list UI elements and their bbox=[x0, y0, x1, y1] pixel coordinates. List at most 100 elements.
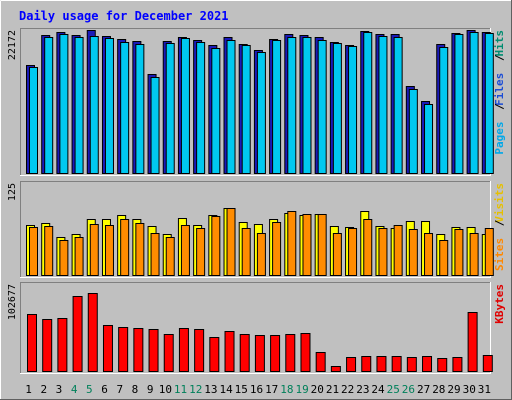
bar-sites-day-27 bbox=[424, 233, 434, 276]
panel-max-label: 125 bbox=[7, 183, 18, 201]
bar-sites-day-28 bbox=[439, 240, 449, 276]
bar-kbytes-day-15 bbox=[239, 334, 250, 372]
bar-files-day-9 bbox=[150, 77, 160, 174]
legend-separator: / bbox=[493, 103, 506, 110]
x-tick-label-day-14: 14 bbox=[219, 383, 233, 396]
legend-label-pages: Pages bbox=[493, 122, 506, 155]
bar-sites-day-8 bbox=[135, 223, 145, 276]
bar-files-day-11 bbox=[180, 38, 190, 174]
bar-sites-day-2 bbox=[44, 226, 54, 276]
bar-kbytes-day-3 bbox=[57, 318, 68, 372]
bar-sites-day-4 bbox=[74, 237, 84, 276]
bar-files-day-28 bbox=[439, 47, 449, 174]
x-tick-label-day-26: 26 bbox=[402, 383, 415, 396]
x-tick-label-day-11: 11 bbox=[174, 383, 187, 396]
bar-sites-day-13 bbox=[211, 216, 221, 276]
bar-sites-day-17 bbox=[272, 222, 282, 276]
bar-kbytes-day-29 bbox=[452, 357, 463, 372]
bar-sites-day-14 bbox=[226, 208, 236, 276]
bar-kbytes-day-1 bbox=[27, 314, 37, 372]
x-tick-label-day-22: 22 bbox=[341, 383, 354, 396]
legend-label-sites: Sites bbox=[493, 238, 506, 271]
bar-files-day-24 bbox=[378, 36, 388, 174]
bar-files-day-15 bbox=[241, 45, 251, 174]
panel-hits: 22172 Hits / Files / Pages bbox=[7, 28, 506, 176]
x-tick-label-day-17: 17 bbox=[265, 383, 278, 396]
bar-kbytes-day-9 bbox=[148, 329, 159, 372]
bar-files-day-8 bbox=[135, 44, 145, 174]
bar-files-day-18 bbox=[287, 37, 297, 174]
bar-files-day-25 bbox=[393, 37, 403, 174]
bar-kbytes-day-17 bbox=[270, 335, 281, 372]
bar-sites-day-24 bbox=[378, 228, 388, 276]
bar-files-day-5 bbox=[89, 36, 99, 174]
bar-files-day-29 bbox=[454, 34, 464, 174]
x-tick-label-day-20: 20 bbox=[311, 383, 324, 396]
x-tick-label-day-6: 6 bbox=[101, 383, 108, 396]
panel-side-legend: Hits / Files / Pages bbox=[493, 30, 506, 155]
bar-sites-day-5 bbox=[89, 224, 99, 276]
bar-kbytes-day-26 bbox=[406, 357, 417, 372]
bar-sites-day-12 bbox=[196, 228, 206, 276]
panel-kbytes: 102677 KBytes bbox=[7, 282, 506, 374]
bar-kbytes-day-27 bbox=[422, 356, 433, 372]
bar-sites-day-30 bbox=[469, 233, 479, 276]
x-tick-label-day-9: 9 bbox=[147, 383, 154, 396]
x-tick-label-day-4: 4 bbox=[71, 383, 78, 396]
bar-sites-day-22 bbox=[348, 228, 358, 276]
bar-sites-day-25 bbox=[393, 225, 403, 276]
bar-kbytes-day-24 bbox=[376, 356, 387, 372]
x-tick-label-day-27: 27 bbox=[417, 383, 430, 396]
x-tick-label-day-28: 28 bbox=[432, 383, 445, 396]
bar-sites-day-6 bbox=[104, 225, 114, 276]
bar-files-day-2 bbox=[44, 37, 54, 174]
bar-sites-day-1 bbox=[29, 227, 38, 276]
bar-kbytes-day-21 bbox=[330, 366, 341, 372]
bar-files-day-31 bbox=[484, 33, 494, 174]
x-tick-label-day-19: 19 bbox=[295, 383, 308, 396]
bar-files-day-17 bbox=[272, 40, 282, 174]
bar-kbytes-day-16 bbox=[254, 335, 265, 372]
legend-separator: / bbox=[493, 219, 506, 226]
x-tick-label-day-2: 2 bbox=[40, 383, 47, 396]
bar-sites-day-31 bbox=[484, 228, 494, 276]
x-tick-label-day-12: 12 bbox=[189, 383, 202, 396]
bar-kbytes-day-31 bbox=[482, 355, 493, 372]
bar-sites-day-20 bbox=[317, 214, 327, 276]
bar-kbytes-day-22 bbox=[346, 357, 357, 372]
x-tick-label-day-21: 21 bbox=[326, 383, 339, 396]
x-tick-label-day-23: 23 bbox=[356, 383, 369, 396]
bar-sites-day-10 bbox=[165, 237, 175, 276]
panel-visits: 125 Visits / Sites bbox=[7, 181, 506, 278]
bar-kbytes-day-10 bbox=[163, 334, 174, 372]
bar-files-day-12 bbox=[196, 42, 206, 174]
bar-kbytes-day-14 bbox=[224, 331, 235, 372]
bar-files-day-6 bbox=[104, 38, 114, 174]
x-tick-label-day-3: 3 bbox=[56, 383, 63, 396]
bar-files-day-23 bbox=[363, 32, 373, 174]
bar-kbytes-day-18 bbox=[285, 334, 296, 372]
panel-max-label: 102677 bbox=[7, 284, 18, 320]
x-tick-label-day-25: 25 bbox=[387, 383, 400, 396]
bar-sites-day-9 bbox=[150, 233, 160, 276]
bar-files-day-22 bbox=[348, 46, 358, 174]
bar-sites-day-7 bbox=[120, 219, 130, 276]
panel-side-legend: Visits / Sites bbox=[493, 183, 506, 271]
bar-sites-day-19 bbox=[302, 214, 312, 276]
bar-kbytes-day-30 bbox=[467, 312, 478, 372]
bar-files-day-30 bbox=[469, 32, 479, 174]
x-tick-label-day-30: 30 bbox=[463, 383, 476, 396]
bar-kbytes-day-6 bbox=[102, 325, 113, 372]
legend-label-kbytes: KBytes bbox=[493, 284, 506, 324]
bar-files-day-1 bbox=[29, 67, 38, 174]
bar-files-day-16 bbox=[256, 52, 266, 174]
bar-files-day-14 bbox=[226, 40, 236, 174]
bar-kbytes-day-13 bbox=[209, 337, 220, 372]
bar-kbytes-day-7 bbox=[118, 327, 129, 372]
legend-label-visits: Visits bbox=[493, 183, 506, 223]
x-tick-label-day-5: 5 bbox=[86, 383, 93, 396]
panel-side-legend: KBytes bbox=[493, 284, 506, 324]
bar-kbytes-day-5 bbox=[87, 293, 98, 372]
bar-sites-day-11 bbox=[180, 225, 190, 276]
